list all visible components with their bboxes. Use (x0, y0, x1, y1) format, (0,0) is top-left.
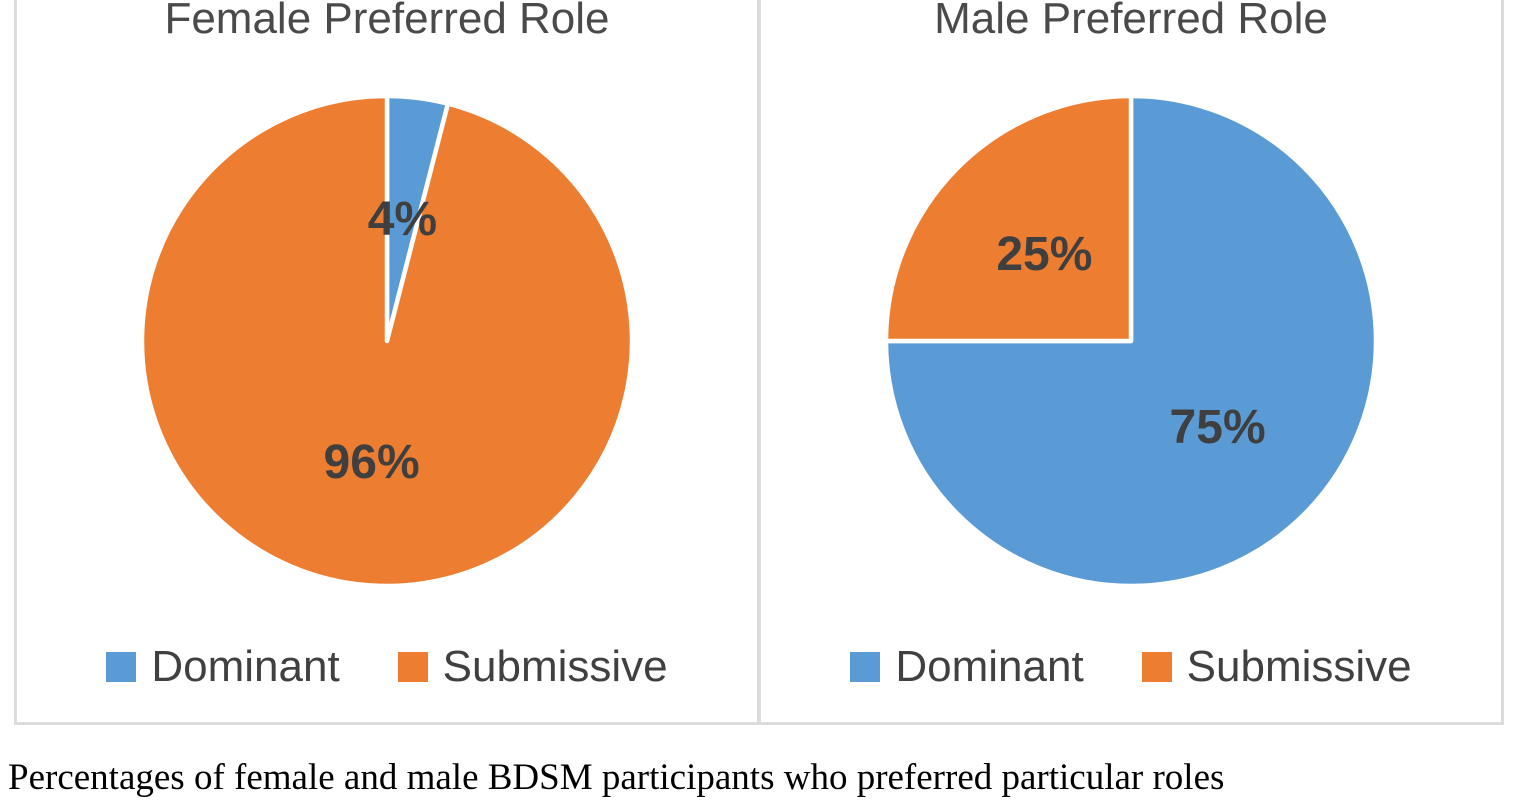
figure-caption: Percentages of female and male BDSM part… (8, 757, 1225, 798)
legend-label-submissive: Submissive (1186, 642, 1412, 691)
legend-item-submissive: Submissive (397, 642, 668, 692)
male-pie-chart-panel: Male Preferred Role 75% 25% Dominant Subm… (761, 0, 1501, 722)
data-label-dominant: 4% (368, 193, 437, 246)
pie-charts-figure: Female Preferred Role 4% 96% Dominant Sub… (14, 0, 1504, 725)
legend-swatch-dominant-icon (850, 652, 881, 682)
legend-label-dominant: Dominant (151, 642, 340, 691)
legend-swatch-submissive-icon (397, 652, 428, 682)
legend-label-dominant: Dominant (895, 642, 1084, 691)
female-pie-chart-panel: Female Preferred Role 4% 96% Dominant Sub… (17, 0, 757, 722)
female-pie-chart: 4% 96% (139, 93, 635, 589)
legend-label-submissive: Submissive (442, 642, 668, 691)
legend-swatch-dominant-icon (106, 652, 137, 682)
legend-item-submissive: Submissive (1141, 642, 1412, 692)
pie-slice-submissive (883, 93, 1134, 344)
data-label-submissive: 96% (324, 436, 420, 489)
chart-title-female: Female Preferred Role (164, 0, 610, 43)
data-label-submissive: 25% (996, 228, 1092, 281)
pie-slice-dominant (883, 93, 1379, 589)
chart-title-male: Male Preferred Role (934, 0, 1328, 43)
legend-swatch-submissive-icon (1141, 652, 1172, 682)
data-label-dominant: 75% (1170, 401, 1266, 454)
chart-legend: Dominant Submissive (17, 642, 757, 692)
chart-legend: Dominant Submissive (761, 642, 1501, 692)
legend-item-dominant: Dominant (106, 642, 340, 692)
male-pie-chart: 75% 25% (883, 93, 1379, 589)
pie-slice-submissive (139, 93, 635, 589)
panel-divider (757, 0, 761, 722)
legend-item-dominant: Dominant (850, 642, 1084, 692)
